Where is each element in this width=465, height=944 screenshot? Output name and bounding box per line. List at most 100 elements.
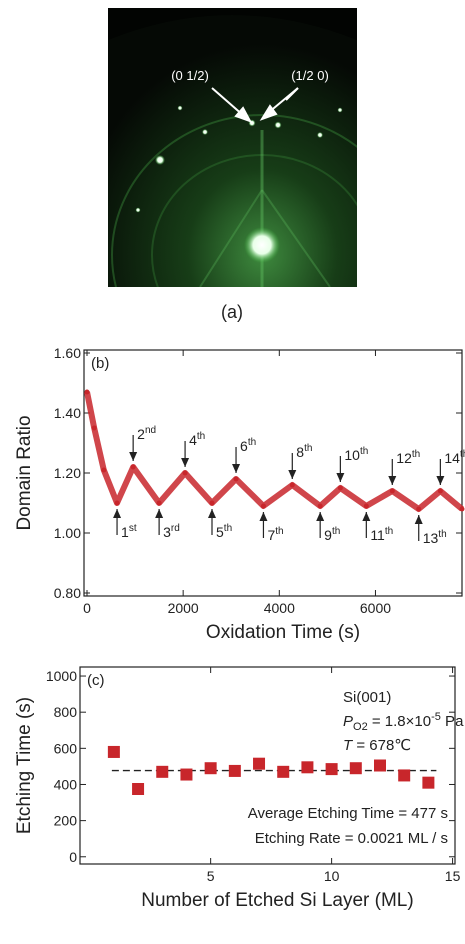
- data-point: [326, 763, 338, 775]
- annotation-number: 14: [444, 450, 460, 466]
- x-tick-label: 4000: [264, 600, 295, 616]
- annotation-arrowhead: [388, 476, 396, 485]
- data-point: [253, 758, 265, 770]
- annotation: Average Etching Time = 477 s: [248, 805, 448, 822]
- data-point: [416, 507, 421, 512]
- data-point: [338, 486, 343, 491]
- data-point: [277, 766, 289, 778]
- y-tick-label: 1.60: [54, 345, 81, 361]
- annotation-suffix: st: [129, 523, 137, 534]
- y-tick-label: 1.00: [54, 525, 81, 541]
- annotation-suffix: th: [412, 449, 420, 460]
- annotation-suffix: th: [332, 526, 340, 537]
- rheed-image: [108, 8, 412, 395]
- data-point: [156, 766, 168, 778]
- data-point: [374, 760, 386, 772]
- x-axis-label: Oxidation Time (s): [206, 622, 360, 643]
- data-point: [290, 483, 295, 488]
- data-point: [318, 504, 323, 509]
- data-point: [301, 761, 313, 773]
- annotation-suffix: th: [224, 523, 232, 534]
- annotation-number: 9: [324, 527, 332, 543]
- annotation-suffix: nd: [145, 425, 156, 436]
- annotation: 9th: [324, 526, 340, 543]
- annotation-arrowhead: [336, 473, 344, 482]
- annotation-number: 13: [423, 530, 439, 546]
- data-point: [350, 762, 362, 774]
- panel-label: (c): [87, 672, 105, 689]
- data-point: [422, 777, 434, 789]
- annotation: 12th: [396, 449, 420, 466]
- spot: [275, 122, 282, 129]
- annotation-number: 5: [216, 524, 224, 540]
- annotation-suffix: th: [304, 443, 312, 454]
- annotation-part: -5: [431, 711, 441, 723]
- spot: [136, 208, 141, 213]
- annotation: 4th: [189, 431, 205, 448]
- annotation-suffix: th: [248, 437, 256, 448]
- annotation: Etching Rate = 0.0021 ML / s: [255, 830, 448, 847]
- annotation: 11th: [370, 526, 393, 543]
- annotation-suffix: th: [197, 431, 205, 442]
- annotation: PO2 = 1.8×10-5 Pa: [343, 711, 464, 733]
- spot-label: (1/2 0): [291, 68, 329, 83]
- data-point: [101, 468, 106, 473]
- annotation: 7th: [267, 526, 283, 543]
- annotation-number: 3: [163, 524, 171, 540]
- x-tick-label: 15: [445, 868, 461, 884]
- chart-line: 0.801.001.201.401.600200040006000Oxidati…: [14, 345, 465, 643]
- y-tick-label: 800: [54, 704, 78, 720]
- annotation-part: P: [343, 713, 353, 730]
- annotation: 5th: [216, 523, 232, 540]
- x-tick-label: 6000: [360, 600, 391, 616]
- spot: [178, 106, 183, 111]
- annotation-suffix: th: [438, 529, 446, 540]
- figure: (0 1/2) (1/2 0) (a) Si(001) PO2 = 1.8×10…: [0, 0, 465, 944]
- panel-caption: (a): [221, 302, 243, 322]
- annotation-suffix: th: [360, 446, 368, 457]
- annotation-number: 1: [121, 524, 129, 540]
- data-point: [210, 501, 215, 506]
- annotation: 8th: [296, 443, 312, 460]
- y-tick-label: 1.20: [54, 465, 81, 481]
- annotation-arrowhead: [232, 464, 240, 473]
- annotation: 13th: [423, 529, 447, 546]
- spot-label: (0 1/2): [171, 68, 209, 83]
- spot: [202, 129, 208, 135]
- y-tick-label: 600: [54, 740, 78, 756]
- annotation: 3rd: [163, 523, 180, 540]
- spot: [155, 155, 165, 165]
- annotation-suffix: th: [385, 526, 393, 537]
- annotation-number: 10: [344, 447, 360, 463]
- annotation-part: = 1.8×10: [368, 713, 431, 730]
- data-point: [115, 501, 120, 506]
- x-axis-label: Number of Etched Si Layer (ML): [141, 890, 413, 911]
- annotation-suffix: th: [275, 526, 283, 537]
- data-point: [460, 507, 465, 512]
- annotation-arrowhead: [362, 512, 370, 521]
- x-tick-label: 0: [83, 600, 91, 616]
- data-point: [390, 489, 395, 494]
- annotation: 6th: [240, 437, 256, 454]
- panel-label: (b): [91, 355, 109, 372]
- data-point: [398, 769, 410, 781]
- x-tick-label: 2000: [168, 600, 199, 616]
- annotation: 2nd: [137, 425, 156, 442]
- data-point: [261, 504, 266, 509]
- annotation-number: 7: [267, 527, 275, 543]
- annotation: 1st: [121, 523, 137, 540]
- annotation-arrowhead: [288, 470, 296, 479]
- y-tick-label: 400: [54, 776, 78, 792]
- x-tick-label: 5: [207, 868, 215, 884]
- annotation-part: O2: [353, 721, 368, 733]
- x-tick-label: 10: [324, 868, 340, 884]
- spot: [386, 181, 394, 189]
- data-point: [234, 477, 239, 482]
- annotation-part: Pa: [441, 713, 464, 730]
- y-axis-label: Domain Ratio: [14, 415, 35, 530]
- image-background: [108, 8, 357, 287]
- specular-spot: [244, 227, 280, 263]
- spot: [338, 108, 343, 113]
- annotation-arrowhead: [259, 512, 267, 521]
